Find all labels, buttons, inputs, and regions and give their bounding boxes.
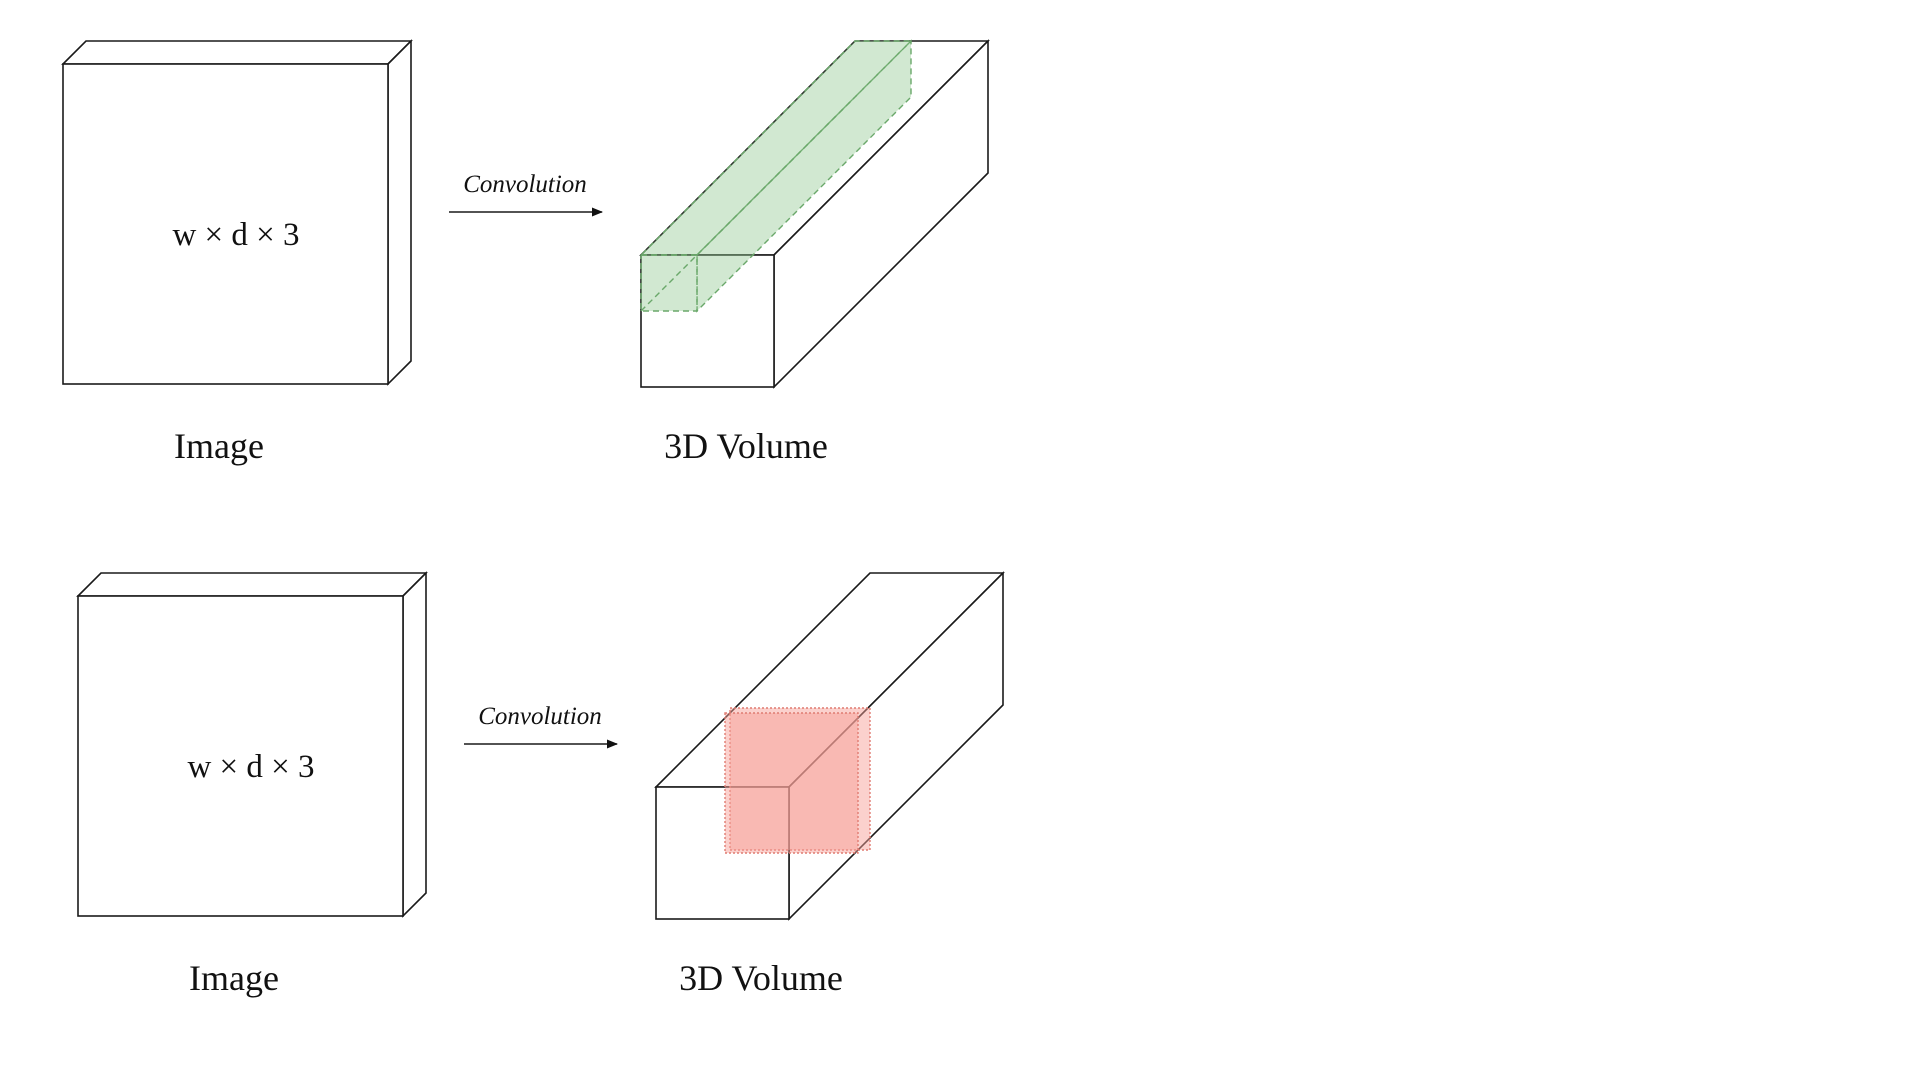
highlight-strip-hidden-edge: [640, 96, 856, 312]
highlight-strip-top: [639, 40, 913, 256]
volume-caption: 3D Volume: [664, 426, 828, 466]
convolution-arrow: Convolution: [449, 171, 604, 217]
volume-caption: 3D Volume: [679, 958, 843, 998]
image-slab-side: [402, 571, 427, 918]
image-slab-side: [387, 39, 412, 386]
convolution-label: Convolution: [463, 171, 587, 198]
volume-highlight-top-strip: [639, 39, 913, 313]
highlight-section-front: [724, 712, 859, 854]
row-2: w × d × 3 Image Convolution 3D Volume: [76, 571, 1005, 998]
image-slab-front: [62, 63, 389, 385]
image-dims-label: w × d × 3: [187, 749, 314, 785]
convolution-label: Convolution: [478, 703, 602, 730]
image-slab-top: [61, 40, 413, 65]
image-dims-label: w × d × 3: [172, 217, 299, 253]
convolution-arrow: Convolution: [464, 703, 619, 749]
volume-highlight-cross-section: [724, 707, 871, 854]
row-1: w × d × 3 Image Convolution 3D Volume: [61, 39, 990, 466]
image-caption: Image: [174, 426, 264, 466]
volume-box: [639, 39, 990, 389]
image-slab: w × d × 3: [76, 571, 428, 918]
image-slab-front: [77, 595, 404, 917]
highlight-section-back: [729, 707, 871, 851]
volume-box: [654, 571, 1005, 921]
image-caption: Image: [189, 958, 279, 998]
image-slab: w × d × 3: [61, 39, 413, 386]
volume-front-face: [640, 254, 775, 388]
image-slab-top: [76, 572, 428, 597]
